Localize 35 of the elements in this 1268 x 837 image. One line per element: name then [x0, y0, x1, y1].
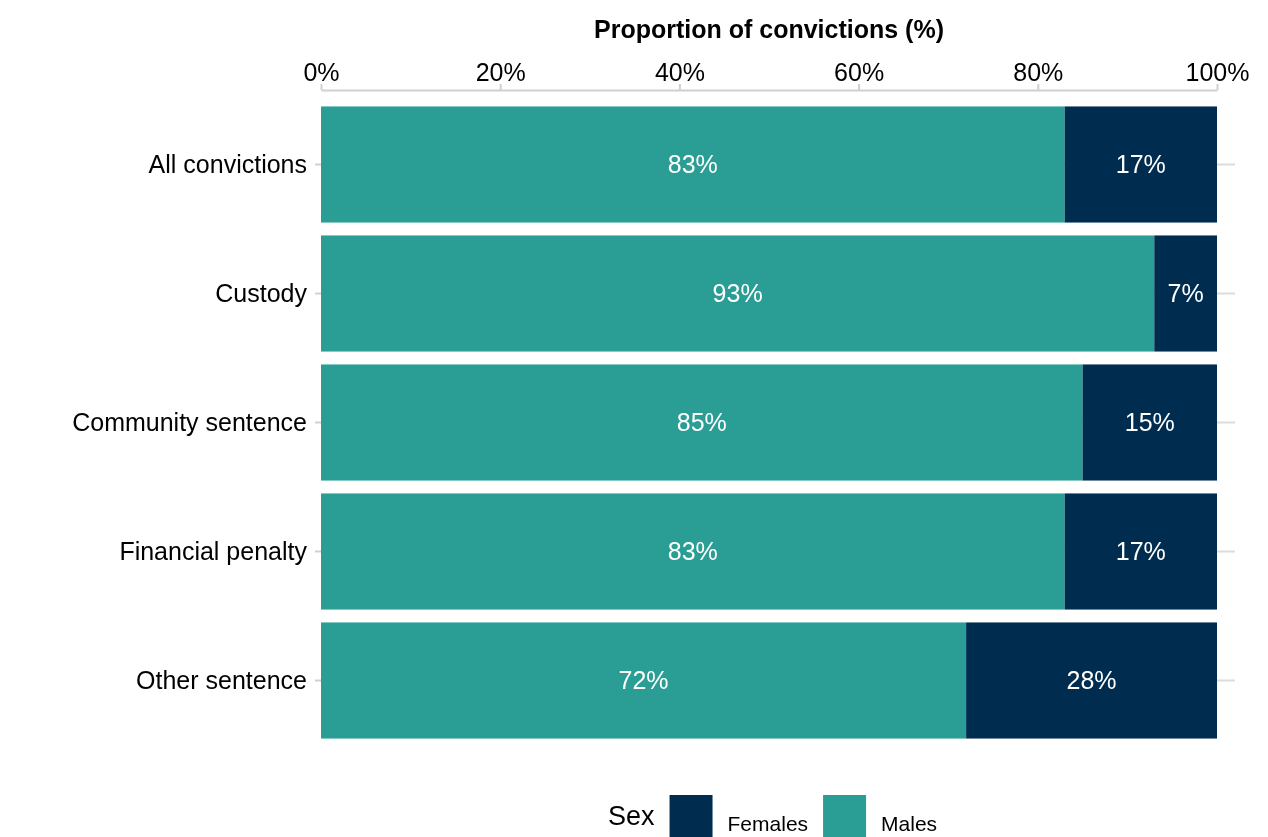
y-tick-label: Financial penalty: [119, 536, 308, 565]
y-tick-label: Custody: [215, 278, 308, 307]
bar: [321, 106, 1065, 223]
data-label: 28%: [1066, 666, 1117, 695]
data-label: 85%: [676, 408, 727, 437]
bar: [321, 235, 1155, 352]
x-tick-label: 80%: [1013, 58, 1064, 86]
data-label: 7%: [1167, 279, 1204, 308]
y-tick-label: All convictions: [148, 149, 307, 178]
legend-label: Males: [881, 812, 938, 835]
data-label: 17%: [1115, 150, 1166, 179]
x-tick-label: 100%: [1185, 58, 1250, 86]
bar: [1082, 364, 1217, 481]
data-label: 83%: [667, 537, 718, 566]
legend-label: Females: [727, 812, 809, 835]
bar: [1064, 493, 1217, 610]
data-label: 83%: [667, 150, 718, 179]
data-label: 15%: [1124, 408, 1175, 437]
bar: [321, 364, 1083, 481]
data-label: 93%: [712, 279, 763, 308]
legend-title: Sex: [608, 801, 656, 831]
data-label: 17%: [1115, 537, 1166, 566]
y-tick-label: Other sentence: [136, 665, 307, 694]
bar: [321, 493, 1065, 610]
bar: [966, 622, 1217, 739]
y-tick-label: Community sentence: [72, 407, 307, 436]
bar: [1064, 106, 1217, 223]
x-tick-label: 40%: [654, 58, 705, 86]
x-tick-label: 20%: [475, 58, 526, 86]
x-tick-label: 60%: [834, 58, 885, 86]
bar: [1154, 235, 1217, 352]
x-axis-title: Proportion of convictions (%): [594, 15, 944, 43]
data-label: 72%: [618, 666, 669, 695]
bar: [321, 622, 967, 739]
x-tick-label: 0%: [303, 58, 340, 86]
